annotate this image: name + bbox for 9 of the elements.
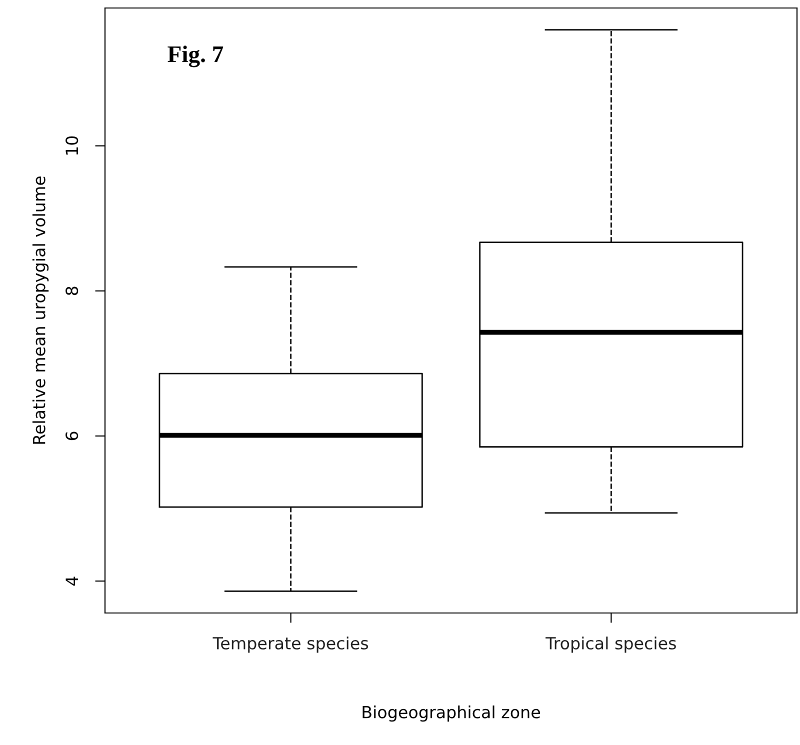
y-tick-label: 10 [66, 136, 78, 155]
x-tick-label: Temperate species [212, 636, 368, 653]
annotation: Fig. 7 [168, 46, 224, 68]
y-tick-label: 6 [66, 432, 78, 440]
x-axis-title: Biogeographical zone [362, 706, 540, 722]
y-axis-title: Relative mean uropygial volume [32, 176, 49, 444]
y-tick-label: 8 [66, 286, 78, 296]
x-tick-label: Tropical species [546, 636, 676, 653]
y-tick-label: 4 [66, 576, 78, 586]
